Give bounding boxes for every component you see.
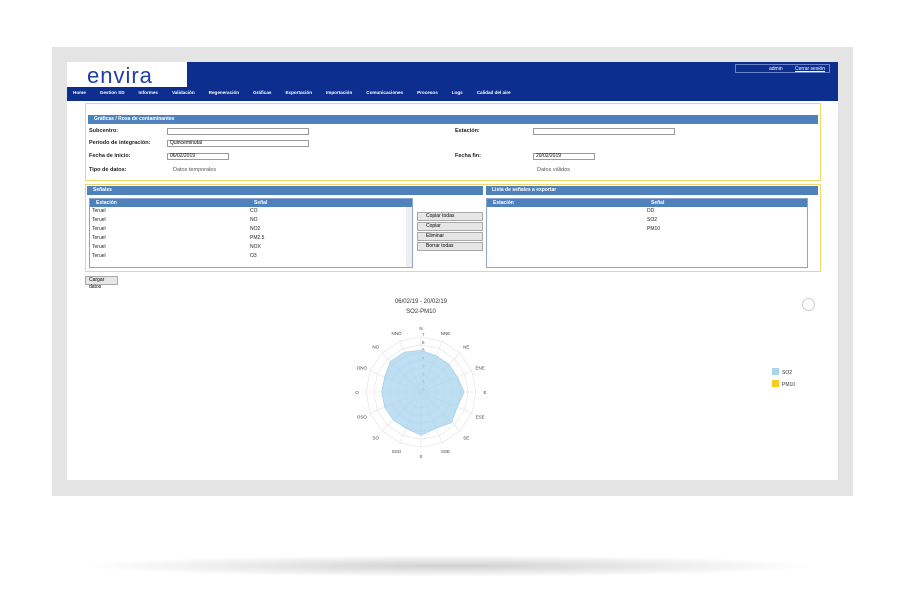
button[interactable]: Borrar todas [417,242,483,251]
col-header: Estación [90,199,250,207]
export-title: Lista de señales a exportar [486,186,818,195]
cell: CO [250,208,258,214]
category-label: S [419,454,422,459]
category-label: SSO [392,449,402,454]
menu-item[interactable]: Home [73,90,86,95]
menu-item[interactable]: Gráficas [253,90,272,95]
user: admin [769,66,783,72]
category-label: SE [463,435,469,440]
cell: Teruel [92,217,106,223]
col-header: Estación [487,199,647,207]
cell: Teruel [92,253,106,259]
chart: 06/02/19 - 20/02/19 SO2-PM10 01234567NNN… [355,299,795,459]
legend-swatch [772,380,779,387]
y-tick-label: 5 [422,348,425,353]
label: Estación: [455,128,480,134]
filter-title: Gráficas / Rosa de contaminantes [88,115,818,124]
button[interactable]: Eliminar [417,232,483,241]
menu: Home Gestion SD Informes Validación Regenera… [67,89,838,101]
cell: NO2 [250,226,261,232]
legend-label: SO2 [782,370,792,376]
select[interactable] [167,128,309,135]
menu-item[interactable]: Regeneración [208,90,240,95]
category-label: SO [372,435,379,440]
screen: envira admin Cerrar sesión Home Gestion S… [67,62,838,480]
menu-item[interactable]: Calidad del aire [476,90,511,95]
select[interactable]: Quinceminutal [167,140,309,147]
button[interactable]: Copiar [417,222,483,231]
category-label: NNE [441,331,451,336]
download-icon[interactable] [802,298,815,311]
radio-option[interactable]: Datos válidos [537,167,571,173]
chart-subtitle: SO2-PM10 [406,309,436,315]
menu-item[interactable]: Importación [326,90,353,95]
cell: SO2 [647,217,658,223]
export-table: Estación Señal DD SO2 PM10 [486,198,808,268]
menu-item[interactable]: Gestion SD [99,90,125,95]
radio-option[interactable]: Datos temporales [173,167,217,173]
col-header: Señal [248,199,412,207]
rows: DD SO2 PM10 [487,208,807,268]
label: Subcentro: [89,128,119,134]
category-label: E [483,390,486,395]
date-input[interactable]: 06/02/2019 [167,153,229,160]
logo: envira [87,63,153,88]
series-area [381,349,465,436]
category-label: NE [463,345,469,350]
label: Período de integración: [89,140,151,146]
category-label: ONO [357,366,368,371]
select[interactable] [533,128,675,135]
scrollbar[interactable] [406,207,412,267]
filter-box [85,103,821,181]
label: Fecha de inicio: [89,153,131,159]
rows: Teruel CO Teruel NO Teruel NO2 Teruel PM2.5 Teru… [90,208,406,267]
cell: NO [250,217,258,223]
y-tick-label: 6 [422,340,425,345]
category-label: ESE [476,414,485,419]
cell: Teruel [92,226,106,232]
cell: NOX [250,244,261,250]
shadow [80,555,820,577]
button-group: Copiar todas Copiar Eliminar Borrar todas [417,212,485,252]
category-label: ENE [475,366,484,371]
category-label: O [355,390,359,395]
label: Fecha fin: [455,153,481,159]
category-label: SSE [441,449,450,454]
label: Tipo de datos: [89,167,127,173]
cell: Teruel [92,244,106,250]
menu-item[interactable]: Validación [171,90,195,95]
logout[interactable]: Cerrar sesión [795,66,826,72]
menu-item[interactable]: Logs [451,90,463,95]
y-tick-label: 7 [422,332,425,337]
date-input[interactable]: 20/02/2019 [533,153,595,160]
cell: O3 [250,253,257,259]
header-bar [67,62,838,101]
signals-title: Señales [87,186,483,195]
user-box [735,64,830,73]
col-header: Señal [645,199,807,207]
category-label: N [419,326,422,331]
category-label: NNO [392,331,402,336]
category-label: OSO [357,414,368,419]
logo-box [67,62,187,87]
cell: DD [647,208,655,214]
cell: PM2.5 [250,235,265,241]
signals-box [85,184,821,272]
chart-title: 06/02/19 - 20/02/19 [395,299,448,305]
cell: PM10 [647,226,661,232]
cell: Teruel [92,235,106,241]
signals-table: Estación Señal Teruel CO Teruel NO Teruel NO2… [89,198,413,268]
menu-item[interactable]: Informes [138,90,158,95]
menu-item[interactable]: Exportación [285,90,312,95]
menu-item[interactable]: Procesos [417,90,438,95]
menu-item[interactable]: Comunicaciones [366,90,404,95]
category-label: NO [372,345,379,350]
cell: Teruel [92,208,106,214]
legend-swatch [772,368,779,375]
legend-label: PM10 [782,382,795,388]
load-button[interactable]: Cargar datos [85,276,118,290]
button[interactable]: Copiar todas [417,212,483,221]
